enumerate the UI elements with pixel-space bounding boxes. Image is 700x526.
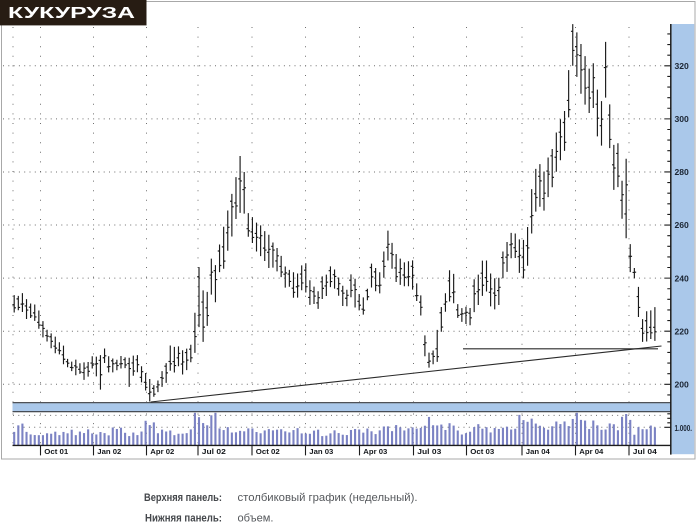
svg-text:Apr 04: Apr 04 (579, 447, 604, 456)
svg-text:280: 280 (675, 167, 690, 177)
svg-text:Jul 02: Jul 02 (202, 447, 226, 456)
svg-text:Oct 02: Oct 02 (256, 447, 280, 456)
svg-text:Jan 04: Jan 04 (526, 447, 551, 456)
svg-text:220: 220 (675, 326, 690, 336)
svg-text:320: 320 (675, 61, 690, 71)
svg-text:Jan 02: Jan 02 (97, 447, 121, 456)
svg-text:Верхняя панель:: Верхняя панель: (144, 492, 222, 504)
svg-text:Jul 04: Jul 04 (633, 447, 658, 456)
svg-text:объем.: объем. (238, 512, 274, 524)
svg-text:Нижняя панель:: Нижняя панель: (145, 512, 222, 524)
svg-text:240: 240 (675, 273, 690, 283)
svg-text:260: 260 (675, 220, 690, 230)
svg-text:Oct 03: Oct 03 (470, 447, 494, 456)
svg-text:Apr 02: Apr 02 (150, 447, 174, 456)
svg-text:Apr 03: Apr 03 (363, 447, 387, 456)
svg-text:КУКУРУЗА: КУКУРУЗА (8, 5, 135, 22)
svg-text:1.000.: 1.000. (675, 423, 693, 433)
svg-text:200: 200 (675, 380, 690, 390)
svg-text:Jul 03: Jul 03 (417, 447, 441, 456)
svg-text:Jan 03: Jan 03 (309, 447, 333, 456)
svg-text:Oct 01: Oct 01 (44, 447, 68, 456)
svg-text:300: 300 (675, 114, 690, 124)
svg-text:столбиковый график (недельный): столбиковый график (недельный). (238, 492, 418, 504)
